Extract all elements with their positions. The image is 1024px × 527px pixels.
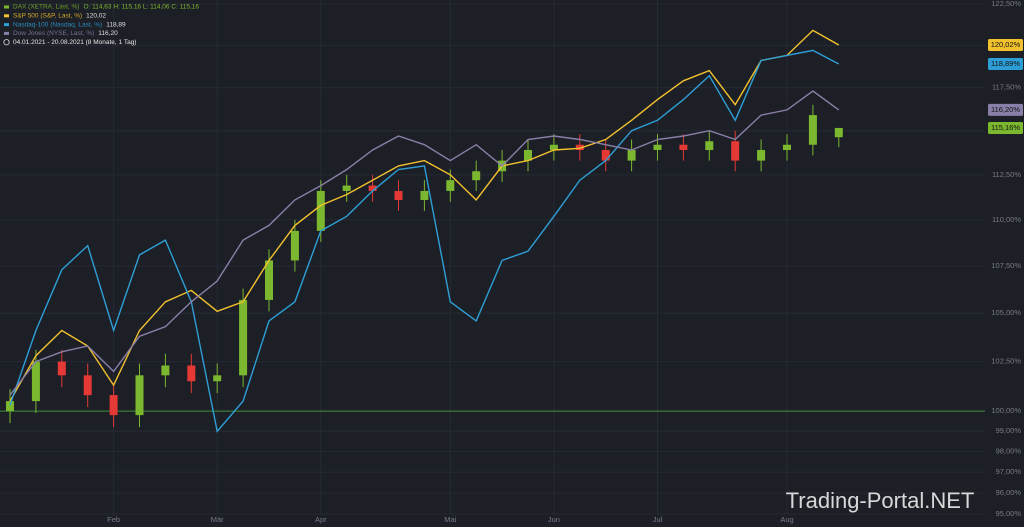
price-tag-label: 120,02% xyxy=(991,40,1021,49)
legend-label: S&P 500 (S&P, Last, %) xyxy=(13,13,82,20)
legend-label: Nasdaq-100 (Nasdaq, Last, %) xyxy=(13,21,102,28)
candle-body xyxy=(446,180,455,191)
y-tick-label: 107,50% xyxy=(991,261,1021,270)
x-tick-label: Apr xyxy=(315,515,327,524)
candle-body xyxy=(57,361,66,376)
legend-period: 04.01.2021 - 20.08.2021 (8 Monate, 1 Tag… xyxy=(13,39,136,46)
candle-body xyxy=(472,171,481,181)
legend: DAX (XETRA, Last, %) O: 114,63 H: 115,16 … xyxy=(3,4,199,46)
y-tick-label: 98,00% xyxy=(996,447,1022,456)
series-line xyxy=(9,49,840,433)
y-tick-label: 95,00% xyxy=(996,509,1022,518)
legend-swatch xyxy=(4,5,9,9)
y-tick-label: 117,50% xyxy=(992,83,1021,92)
y-tick-label: 112,50% xyxy=(992,170,1021,179)
legend-swatch xyxy=(4,31,9,35)
candle-body xyxy=(6,401,14,412)
axis: 95,00% 96,00% 97,00% 98,00% 99,00% 100,00% 102… xyxy=(107,0,1023,524)
candle-body xyxy=(342,185,351,191)
candle-body xyxy=(83,375,92,396)
legend-label: DAX (XETRA, Last, %) xyxy=(13,4,79,11)
candle-body xyxy=(316,190,325,231)
candle-body xyxy=(187,365,196,382)
candle-body xyxy=(109,395,118,416)
candle-body xyxy=(549,144,558,151)
legend-swatch xyxy=(4,14,9,18)
price-tag-label: 118,89% xyxy=(991,59,1020,68)
price-tag xyxy=(988,121,1023,134)
legend-label: Dow Jones (NYSE, Last, %) xyxy=(13,30,94,37)
candle-body xyxy=(653,144,662,151)
watermark: Trading-Portal.NET xyxy=(786,488,975,513)
legend-value: 120,02 xyxy=(86,13,106,20)
series-line xyxy=(9,29,840,402)
candle-body xyxy=(627,150,636,161)
candle-body xyxy=(731,141,740,161)
x-tick-label: Feb xyxy=(107,515,120,524)
y-tick-label: 100,00% xyxy=(991,406,1021,415)
y-tick-label: 99,00% xyxy=(996,426,1022,435)
candle-body xyxy=(808,115,817,145)
x-tick-label: Mai xyxy=(444,515,456,524)
legend-value: 116,20 xyxy=(98,30,118,37)
y-tick-label: 122,50% xyxy=(991,0,1021,8)
price-tag-label: 116,20% xyxy=(991,105,1020,114)
candle-body xyxy=(575,144,584,151)
y-tick-label: 97,00% xyxy=(996,467,1022,476)
candle-body xyxy=(290,230,299,261)
candle-body xyxy=(679,144,688,151)
price-tag-label: 115,16% xyxy=(991,123,1020,132)
candle-body xyxy=(834,127,843,138)
legend-swatch xyxy=(4,23,9,27)
x-tick-label: Aug xyxy=(780,515,793,524)
candle-body xyxy=(213,375,222,382)
candle-body xyxy=(31,361,40,402)
candle-body xyxy=(265,260,273,300)
candle-body xyxy=(757,150,766,161)
y-tick-label: 96,00% xyxy=(996,488,1022,497)
candle-body xyxy=(135,375,144,416)
candle-body xyxy=(368,185,377,191)
candle-body xyxy=(783,144,791,151)
candle-body xyxy=(394,190,403,200)
x-tick-label: Jul xyxy=(653,515,663,524)
candle-body xyxy=(524,150,532,161)
clock-icon xyxy=(3,39,10,46)
series-line xyxy=(9,90,840,396)
plot xyxy=(0,29,985,433)
legend-value: 118,89 xyxy=(106,21,126,28)
candle-body xyxy=(705,141,714,151)
price-tag xyxy=(988,39,1023,52)
price-tag xyxy=(988,58,1023,71)
x-tick-label: Mär xyxy=(211,515,224,524)
price-tag xyxy=(988,103,1023,116)
candle-body xyxy=(161,365,170,376)
x-tick-label: Jun xyxy=(548,515,560,524)
y-tick-label: 110,00% xyxy=(992,215,1021,224)
y-tick-label: 105,00% xyxy=(991,308,1021,317)
candle-body xyxy=(239,299,248,376)
y-tick-label: 102,50% xyxy=(991,357,1021,366)
candle-body xyxy=(420,190,429,200)
candle-body xyxy=(601,150,610,161)
legend-value: O: 114,63 H: 115,16 L: 114,06 C: 115,16 xyxy=(83,4,199,11)
